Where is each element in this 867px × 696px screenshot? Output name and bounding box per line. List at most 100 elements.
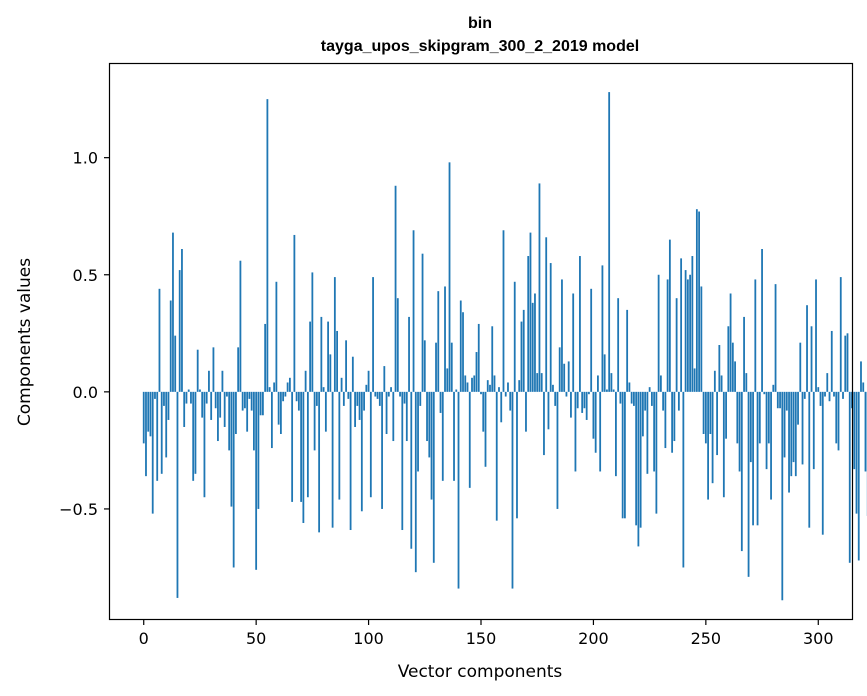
bar: [626, 309, 629, 392]
x-tick-label: 50: [246, 629, 266, 648]
bar: [788, 391, 790, 493]
bar: [556, 391, 559, 509]
bar: [210, 391, 213, 420]
bar: [734, 361, 736, 392]
bar: [462, 312, 464, 392]
bar: [797, 391, 799, 425]
bar: [729, 293, 732, 392]
bar: [219, 391, 222, 418]
bar: [779, 391, 781, 409]
bar: [372, 277, 374, 392]
bar: [763, 391, 766, 395]
bar: [277, 391, 280, 425]
x-tick-label: 300: [803, 629, 834, 648]
bar: [767, 391, 770, 444]
bar: [349, 391, 352, 531]
bar: [320, 316, 323, 392]
bar: [752, 391, 754, 526]
bar: [318, 391, 321, 533]
bar: [428, 391, 431, 458]
bar: [414, 391, 417, 573]
bar: [396, 298, 399, 392]
bar: [468, 391, 471, 488]
bar: [482, 391, 485, 432]
bar: [288, 377, 291, 392]
bar: [504, 391, 507, 397]
bar: [147, 391, 150, 432]
bar: [412, 230, 415, 392]
bar: [250, 391, 253, 411]
bar: [738, 391, 741, 472]
bar: [293, 234, 296, 392]
bar: [711, 391, 714, 484]
bar: [731, 342, 734, 392]
bar: [217, 391, 219, 442]
bar: [707, 391, 709, 500]
bar: [246, 391, 249, 432]
bar: [383, 366, 386, 392]
bar: [799, 342, 802, 392]
bar: [232, 391, 235, 568]
bar: [313, 391, 316, 451]
bar: [309, 321, 312, 392]
bar: [590, 288, 593, 392]
bar: [500, 391, 503, 423]
bar: [156, 391, 159, 481]
x-tick-label: 0: [139, 629, 149, 648]
bar: [601, 265, 604, 392]
bar: [477, 323, 480, 392]
bar: [648, 387, 651, 392]
bar: [864, 391, 867, 472]
bar: [363, 391, 365, 411]
bar: [484, 391, 487, 467]
bar: [657, 274, 660, 392]
bar: [502, 230, 505, 392]
bar: [792, 391, 795, 463]
bar: [493, 375, 496, 392]
bar: [228, 391, 231, 451]
bar: [516, 391, 518, 519]
bar: [833, 391, 835, 397]
bar: [592, 391, 595, 439]
bar: [677, 391, 680, 411]
bar: [743, 316, 745, 392]
bar: [603, 354, 606, 392]
bar: [565, 391, 568, 397]
bar: [812, 391, 815, 470]
bar: [662, 391, 665, 411]
bar: [201, 391, 204, 418]
y-tick-label: 1.0: [73, 149, 98, 168]
bar: [464, 375, 467, 392]
bar: [338, 391, 341, 500]
bar: [374, 391, 377, 397]
bar: [208, 370, 210, 392]
bar: [628, 382, 631, 392]
bar: [635, 391, 638, 526]
bar: [520, 321, 523, 392]
bar: [839, 277, 842, 392]
bar: [761, 249, 763, 392]
bar: [430, 391, 433, 500]
y-tick-label: 0.5: [73, 266, 98, 285]
bar: [700, 286, 703, 392]
bar: [583, 391, 586, 409]
bar: [527, 256, 530, 392]
bar: [567, 361, 570, 392]
bar: [624, 391, 626, 519]
bar: [356, 391, 359, 406]
bar: [176, 391, 179, 598]
bar: [549, 263, 552, 392]
bar: [736, 391, 739, 444]
bar: [745, 373, 748, 392]
bar: [668, 239, 671, 392]
bar: [776, 391, 779, 409]
bar: [142, 391, 145, 444]
bar: [214, 391, 217, 409]
bar: [340, 377, 343, 392]
bar: [597, 375, 599, 392]
bar: [646, 391, 649, 474]
bar: [637, 391, 640, 547]
bars: [142, 92, 867, 601]
bar: [552, 384, 554, 392]
